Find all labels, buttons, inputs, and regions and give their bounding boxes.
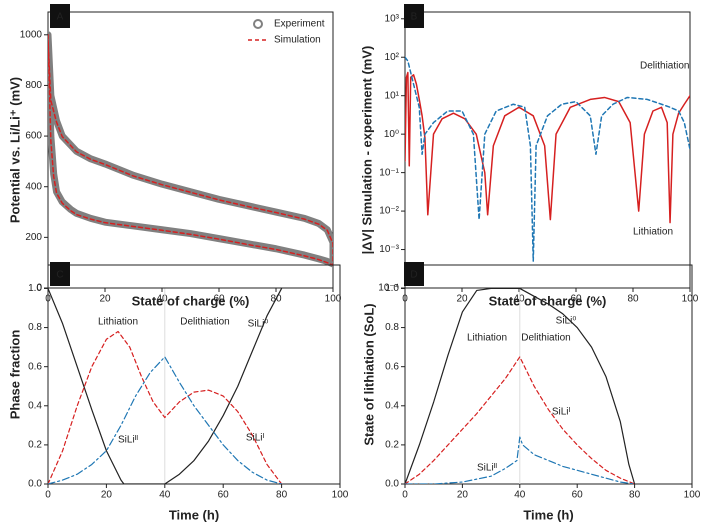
- annotation: Lithiation: [467, 333, 507, 344]
- x-tick-label: 40: [159, 490, 171, 501]
- series-line: [48, 330, 283, 484]
- panel: 0.0 0.2 0.4 0.6 0.8 1.0 0 20 40 60 80 100 Time (h) St…: [361, 262, 701, 522]
- y-tick-label: 10⁻²: [379, 206, 399, 217]
- y-tick-label: 10⁻⁴: [378, 283, 399, 294]
- x-tick-label: 60: [218, 490, 230, 501]
- y-tick-label: 10⁰: [384, 129, 399, 140]
- y-tick-label: 0: [36, 283, 42, 294]
- legend-label: Simulation: [274, 35, 321, 46]
- annotation: SiLiᴵᴵ: [477, 463, 497, 474]
- annotation: SiLi⁰: [556, 316, 577, 327]
- x-tick-label: 40: [513, 294, 525, 305]
- y-tick-label: 10³: [385, 13, 400, 24]
- y-tick-label: 400: [25, 181, 42, 192]
- y-tick-label: 200: [25, 232, 42, 243]
- y-tick-label: 10²: [385, 52, 400, 63]
- x-axis-label: State of charge (%): [489, 293, 607, 308]
- y-tick-label: 800: [25, 80, 42, 91]
- series-line: [405, 356, 636, 484]
- legend-label: Experiment: [274, 19, 325, 30]
- x-tick-label: 60: [213, 294, 225, 305]
- y-axis-label: Phase fraction: [7, 330, 22, 420]
- x-tick-label: 100: [682, 294, 699, 305]
- panel-label: B: [411, 12, 418, 23]
- x-tick-label: 100: [325, 294, 342, 305]
- annotation: SiLi⁰: [248, 319, 269, 330]
- annotation: Lithiation: [98, 317, 138, 328]
- y-axis-label: |ΔV| Simulation - experiment (mV): [359, 46, 374, 255]
- x-tick-label: 20: [456, 294, 468, 305]
- annotation: Delithiation: [180, 317, 229, 328]
- series-line: [48, 34, 333, 266]
- y-tick-label: 0.4: [28, 400, 42, 411]
- y-tick-label: 0.6: [385, 361, 399, 372]
- y-tick-label: 0.2: [385, 440, 399, 451]
- plot-frame: [404, 264, 693, 485]
- y-tick-label: 0.4: [385, 400, 399, 411]
- x-tick-label: 20: [101, 490, 113, 501]
- x-axis-label: Time (h): [169, 507, 219, 522]
- series-line: [48, 287, 283, 484]
- legend-marker: [253, 19, 263, 29]
- x-tick-label: 80: [629, 490, 641, 501]
- x-tick-label: 20: [457, 490, 469, 501]
- annotation: SiLiᴵ: [246, 433, 265, 444]
- y-tick-label: 1.0: [28, 283, 42, 294]
- series-line: [405, 287, 636, 484]
- x-axis-label: Time (h): [523, 507, 573, 522]
- y-tick-label: 0.0: [385, 479, 399, 490]
- x-tick-label: 60: [570, 294, 582, 305]
- x-tick-label: 40: [514, 490, 526, 501]
- x-tick-label: 60: [572, 490, 584, 501]
- panel-badge: [50, 262, 70, 286]
- x-tick-label: 20: [99, 294, 111, 305]
- series-line: [48, 31, 333, 268]
- annotation: Delithiation: [521, 333, 570, 344]
- y-tick-label: 1000: [20, 29, 43, 40]
- y-tick-label: 600: [25, 131, 42, 142]
- panel-label: C: [56, 270, 63, 281]
- y-tick-label: 1.0: [385, 283, 399, 294]
- annotation: SiLiᴵᴵ: [118, 435, 138, 446]
- x-tick-label: 80: [627, 294, 639, 305]
- panel-badge: [404, 262, 424, 286]
- panel-badge: [50, 4, 70, 28]
- annotation: SiLiᴵ: [552, 407, 571, 418]
- y-axis-label: State of lithiation (SoL): [361, 303, 376, 445]
- y-tick-label: 0.0: [28, 479, 42, 490]
- panel-badge: [404, 4, 424, 28]
- x-axis-label: State of charge (%): [132, 293, 250, 308]
- panel-label: A: [57, 12, 64, 23]
- y-tick-label: 10⁻³: [379, 244, 399, 255]
- series-line: [405, 436, 636, 484]
- y-tick-label: 0.8: [28, 322, 42, 333]
- x-tick-label: 0: [45, 490, 51, 501]
- plot-frame: [404, 11, 691, 289]
- y-tick-label: 10¹: [385, 90, 400, 101]
- y-tick-label: 0.2: [28, 440, 42, 451]
- plot-frame: [47, 264, 341, 485]
- x-tick-label: 100: [684, 490, 701, 501]
- x-tick-label: 0: [402, 490, 408, 501]
- y-tick-label: 0.8: [385, 322, 399, 333]
- series-line: [405, 71, 690, 224]
- plot-frame: [47, 11, 334, 289]
- series-label: Lithiation: [633, 227, 673, 238]
- series-line: [48, 356, 283, 484]
- x-tick-label: 80: [276, 490, 288, 501]
- y-tick-label: 10⁻¹: [379, 167, 399, 178]
- y-tick-label: 0.6: [28, 361, 42, 372]
- series-label: Delithiation: [640, 61, 689, 72]
- y-axis-label: Potential vs. Li/Li⁺ (mV): [7, 77, 22, 223]
- x-tick-label: 40: [156, 294, 168, 305]
- x-tick-label: 100: [332, 490, 349, 501]
- panel-label: D: [410, 270, 417, 281]
